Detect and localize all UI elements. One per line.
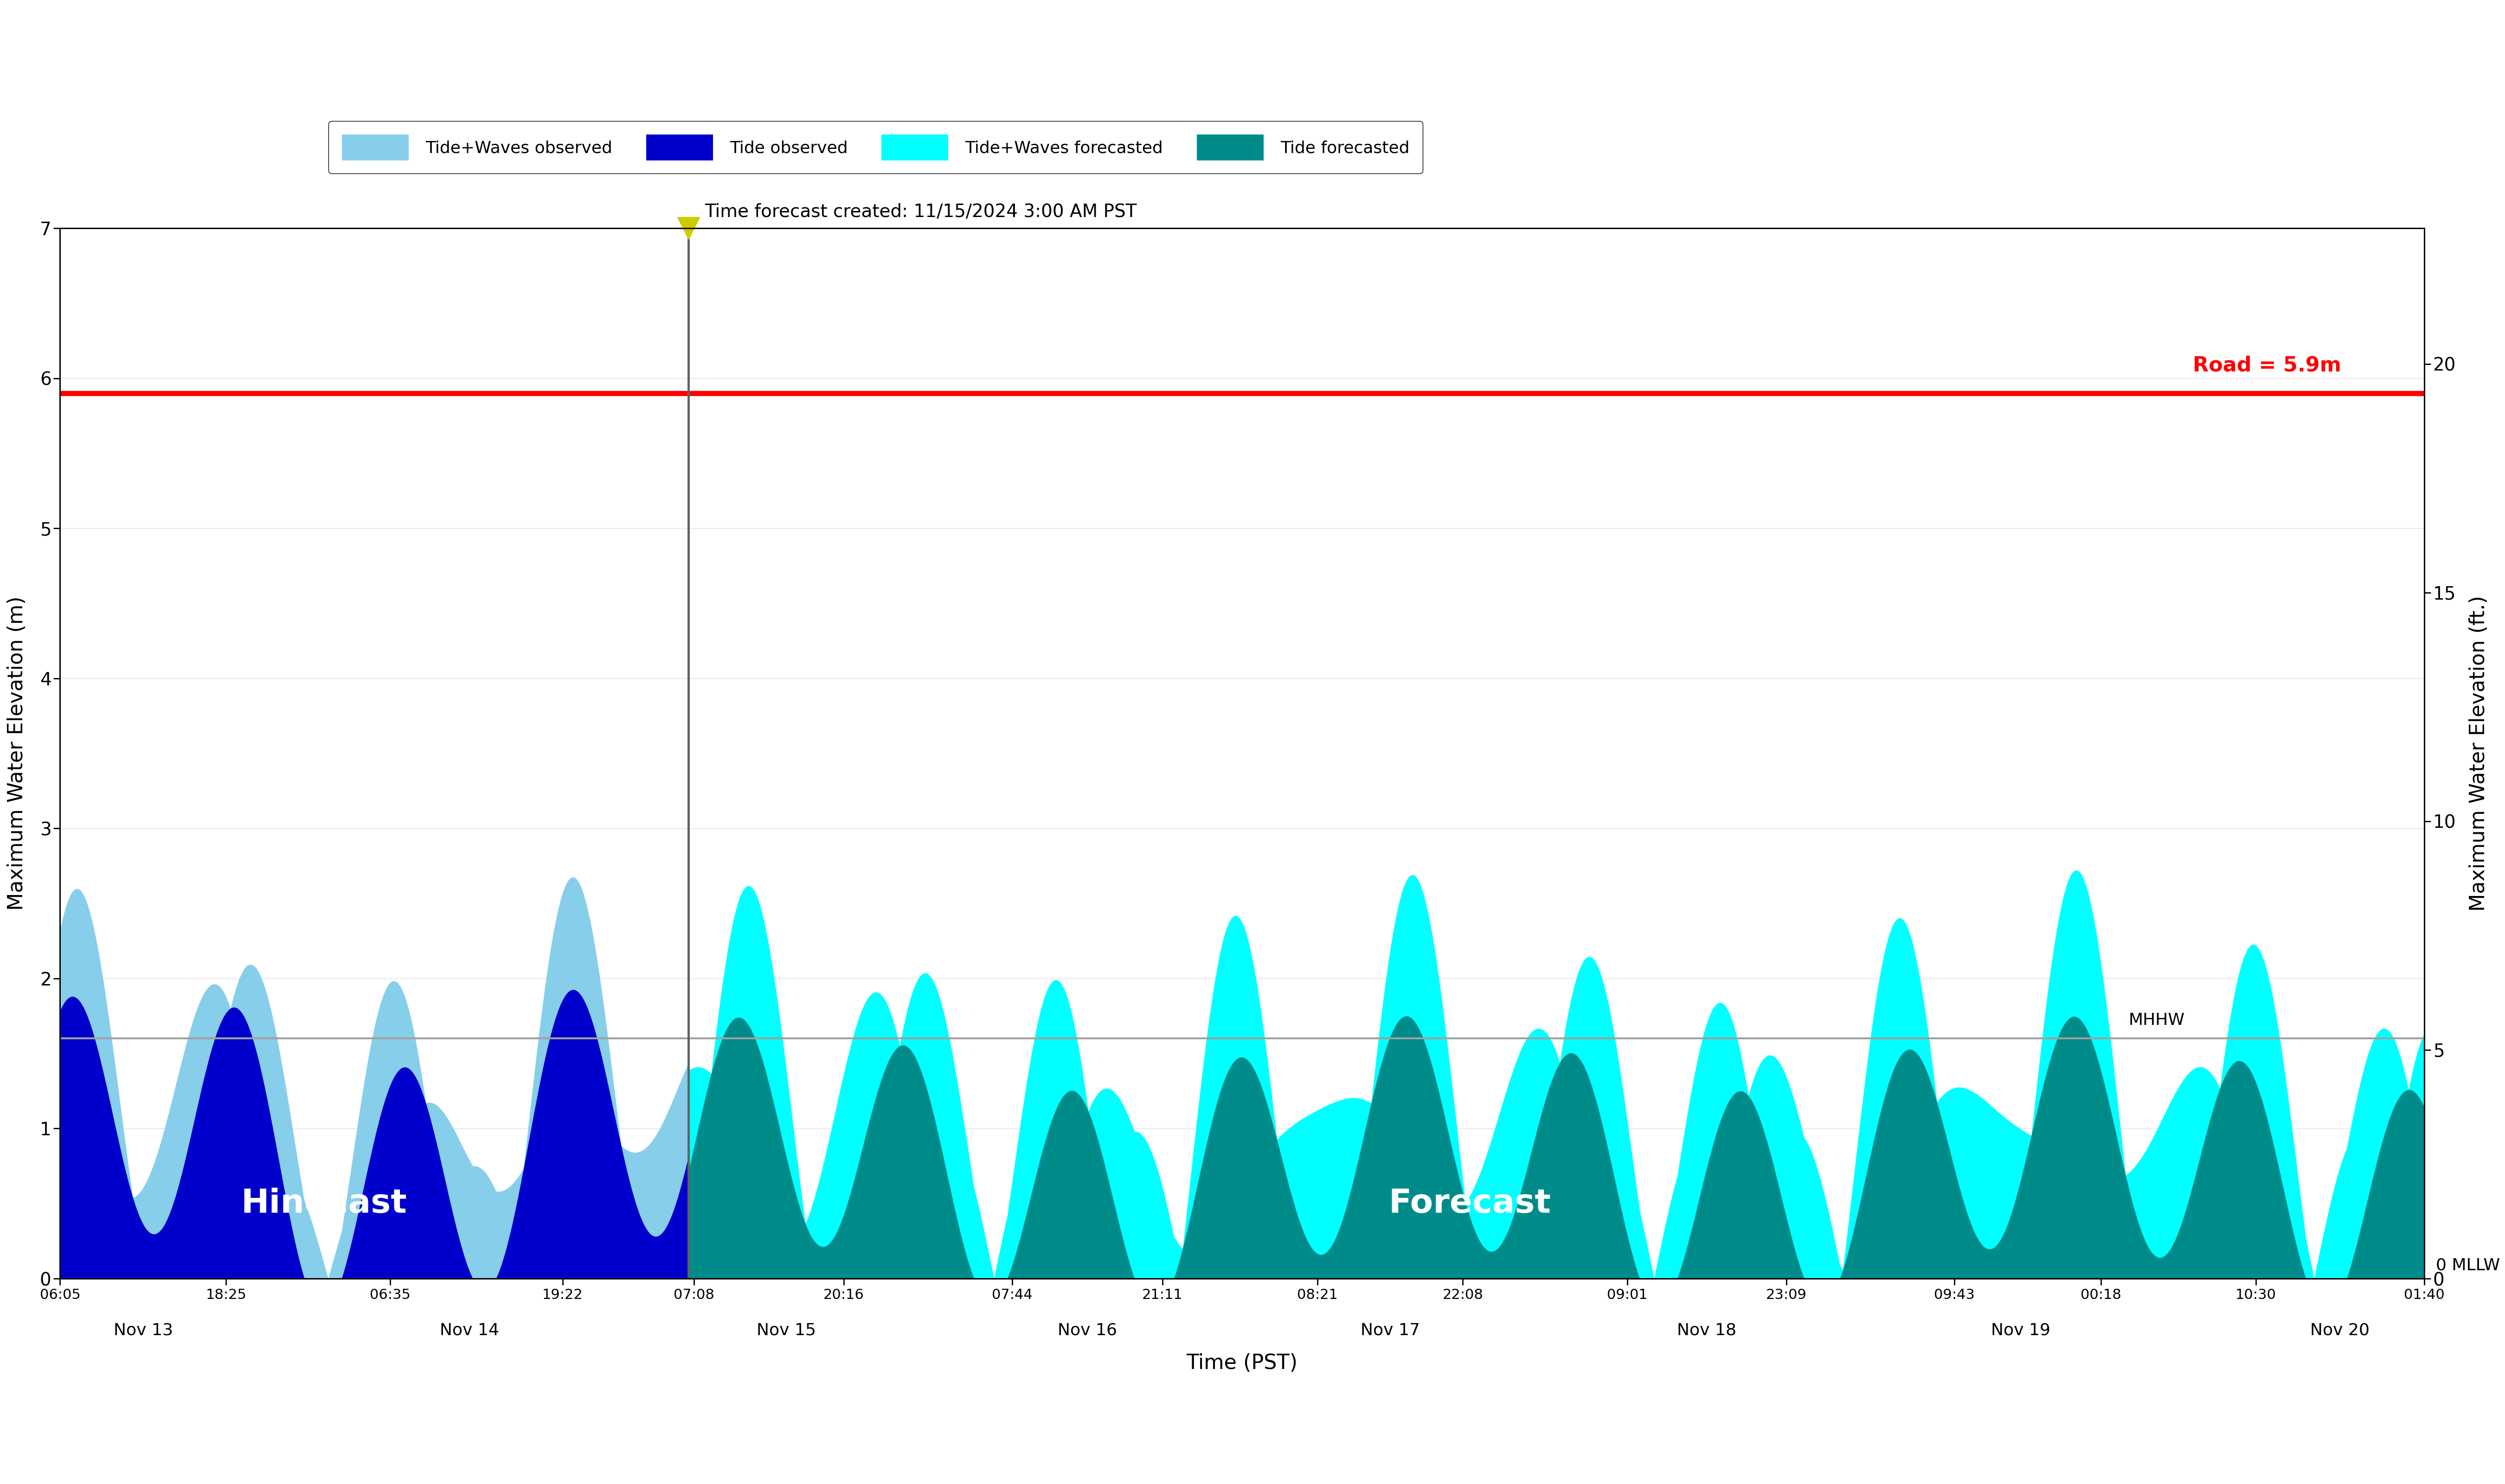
Text: 0 MLLW: 0 MLLW	[2435, 1257, 2500, 1273]
Text: Hindcast: Hindcast	[240, 1187, 406, 1220]
Text: Nov 20: Nov 20	[2310, 1322, 2370, 1339]
Text: Nov 14: Nov 14	[441, 1322, 498, 1339]
Text: Nov 15: Nov 15	[757, 1322, 817, 1339]
Y-axis label: Maximum Water Elevation (ft.): Maximum Water Elevation (ft.)	[2470, 595, 2490, 911]
Y-axis label: Maximum Water Elevation (m): Maximum Water Elevation (m)	[8, 597, 28, 911]
Text: Time forecast created: 11/15/2024 3:00 AM PST: Time forecast created: 11/15/2024 3:00 A…	[704, 203, 1137, 221]
Text: Nov 18: Nov 18	[1676, 1322, 1736, 1339]
X-axis label: Time (PST): Time (PST)	[1187, 1353, 1298, 1373]
Text: MHHW: MHHW	[2129, 1012, 2184, 1028]
Text: Road = 5.9m: Road = 5.9m	[2192, 355, 2342, 375]
Text: Nov 17: Nov 17	[1360, 1322, 1420, 1339]
Text: Nov 13: Nov 13	[113, 1322, 173, 1339]
Text: Forecast: Forecast	[1388, 1187, 1551, 1220]
Text: Nov 16: Nov 16	[1057, 1322, 1117, 1339]
Text: Nov 19: Nov 19	[1991, 1322, 2052, 1339]
Legend: Tide+Waves observed, Tide observed, Tide+Waves forecasted, Tide forecasted: Tide+Waves observed, Tide observed, Tide…	[328, 122, 1423, 174]
